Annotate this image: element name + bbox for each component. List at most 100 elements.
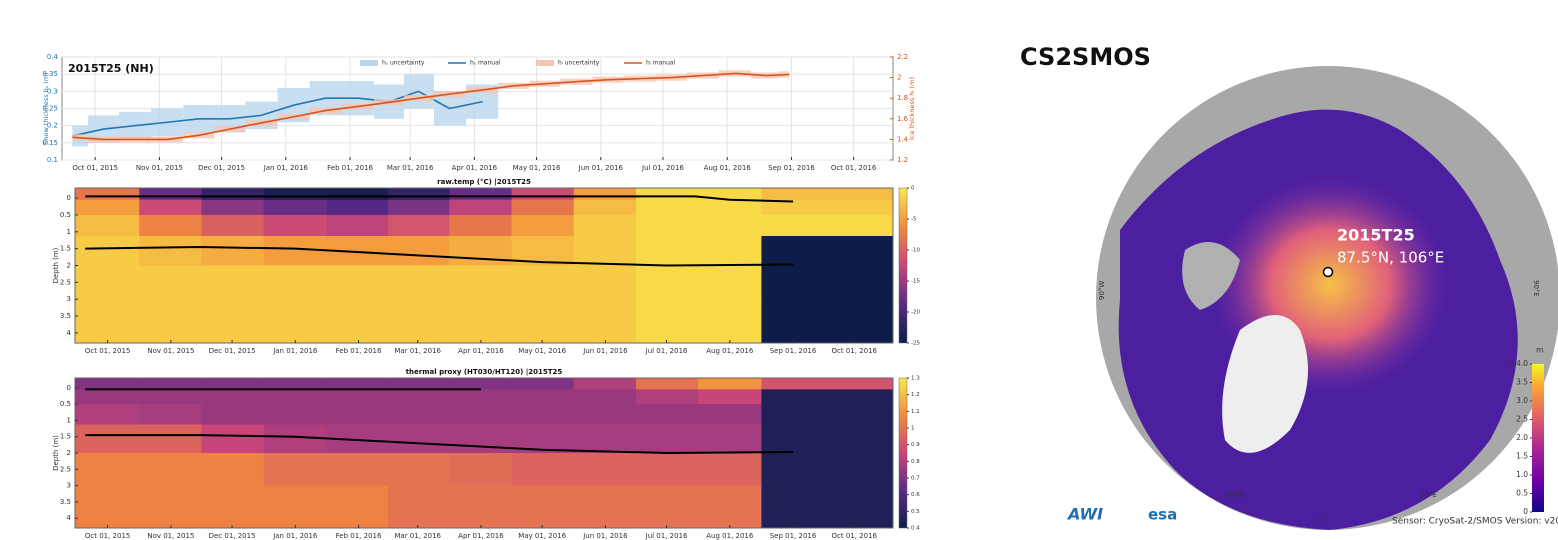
x-tick-label: Nov 01, 2015 [147,532,194,540]
x-tick-label: Feb 01, 2016 [327,164,373,172]
y2-tick-label: 1.6 [897,115,909,123]
heat-cell [511,214,575,237]
x-tick-label: Feb 01, 2016 [336,532,382,540]
x-tick-label: Dec 01, 2015 [209,532,256,540]
x-tick-label: Jul 01, 2016 [645,532,688,540]
colorbar-tick-label: 1.1 [911,409,920,415]
x-tick-label: Jun 01, 2016 [582,347,628,355]
map: CS2SMOS 2015T25 87.5°N, 106°E 0° 90°E 90… [1020,43,1558,530]
heat-cell [761,389,894,405]
colorbar-tick-label: 1 [911,426,915,432]
heat-cell [761,485,894,529]
x-tick-label: Dec 01, 2015 [209,347,256,355]
heat-cell [75,389,140,405]
heat-cell [449,424,513,454]
heat-cell [139,188,202,201]
colorbar-tick-label: -10 [911,248,920,254]
heat-cell [263,424,328,454]
y-tick-label: 1 [67,416,71,424]
heat-cell [263,214,328,237]
chart-title: raw.temp (°C) |2015T25 [437,178,531,187]
heat-cell [139,299,202,344]
heat-cell [326,404,389,425]
heat-cell [449,214,513,237]
heat-cell [388,378,450,390]
y2-tick-label: 1.8 [897,94,908,102]
heat-cell [263,188,328,201]
colorbar-tick-label: 0.5 [911,509,920,515]
graticule-label: 90°W [1098,281,1106,300]
colorbar-tick-label: 1.3 [911,376,920,382]
legend-label: hᵢ manual [646,60,676,67]
y-tick-label: 0.2 [47,122,58,130]
heat-cell [139,236,202,266]
heat-cell [698,265,762,300]
heat-cell [449,199,513,216]
x-tick-label: Mar 01, 2016 [387,164,434,172]
colorbar-tick-label: 0.7 [911,476,920,482]
y-tick-label: 0.5 [60,400,71,408]
y-tick-label: 1 [67,228,71,236]
heat-cell [263,299,328,344]
y-tick-label: 2.5 [60,465,71,473]
colorbar-tick-label: 0.8 [911,459,920,465]
x-tick-label: Sep 01, 2016 [770,347,817,355]
y2-axis-title: Ice thickness hᵢ (m) [908,77,916,140]
legend-swatch [536,60,554,66]
heat-cell [573,214,637,237]
heat-cell [573,265,637,300]
x-tick-label: Apr 01, 2016 [452,164,498,172]
heat-cell [573,199,637,216]
x-tick-label: Jul 01, 2016 [641,164,684,172]
heat-cell [761,265,894,300]
graticule-label: 30°W [1225,491,1244,499]
heat-cell [201,299,265,344]
heat-cell [635,389,699,405]
colorbar-tick-label: -5 [911,217,917,223]
heat-cell [573,485,637,529]
heat-cell [761,378,894,390]
heat-cell [761,424,894,454]
heat-cell [326,453,389,487]
y-tick-label: 0.25 [42,105,58,113]
map-colorbar-tick-label: 2.5 [1516,415,1528,424]
heat-cell [326,378,389,390]
map-colorbar-tick-label: 0.5 [1516,489,1528,498]
chart-title: thermal proxy (HT030/HT120) |2015T25 [406,368,563,377]
heat-cell [511,485,575,529]
colorbar-tick-label: 1.2 [911,392,920,398]
y-axis-title: Snow thickness hₛ (m) [42,72,50,144]
heat-cell [263,389,328,405]
map-colorbar-tick-label: 3.5 [1516,378,1528,387]
heat-cell [326,265,389,300]
x-tick-label: May 01, 2016 [518,532,566,540]
heat-cell [139,389,202,405]
y-tick-label: 2 [67,262,71,270]
x-tick-label: Mar 01, 2016 [394,347,441,355]
y-tick-label: 2.5 [60,278,71,286]
heat-cell [201,188,265,201]
series-line [72,90,483,137]
x-tick-label: Oct 01, 2016 [831,532,877,540]
depth-line [85,195,794,203]
heat-cell [75,199,140,216]
y-tick-label: 0 [67,384,71,392]
heat-cell [139,453,202,487]
heat-cell [75,299,140,344]
x-tick-label: Jun 01, 2016 [578,164,624,172]
heat-cell [761,404,894,425]
y-tick-label: 3 [67,482,71,490]
heat-cell [761,214,894,237]
series-line [72,72,790,141]
x-tick-label: Nov 01, 2015 [136,164,183,172]
heat-cell [326,188,389,201]
heat-cell [326,389,389,405]
heat-cell [75,265,140,300]
heat-cell [139,214,202,237]
station-marker [1322,266,1334,278]
x-tick-label: Jul 01, 2016 [645,347,688,355]
x-tick-label: Jan 01, 2016 [272,347,318,355]
heat-cell [201,265,265,300]
heat-cell [511,299,575,344]
heat-cell [698,485,762,529]
